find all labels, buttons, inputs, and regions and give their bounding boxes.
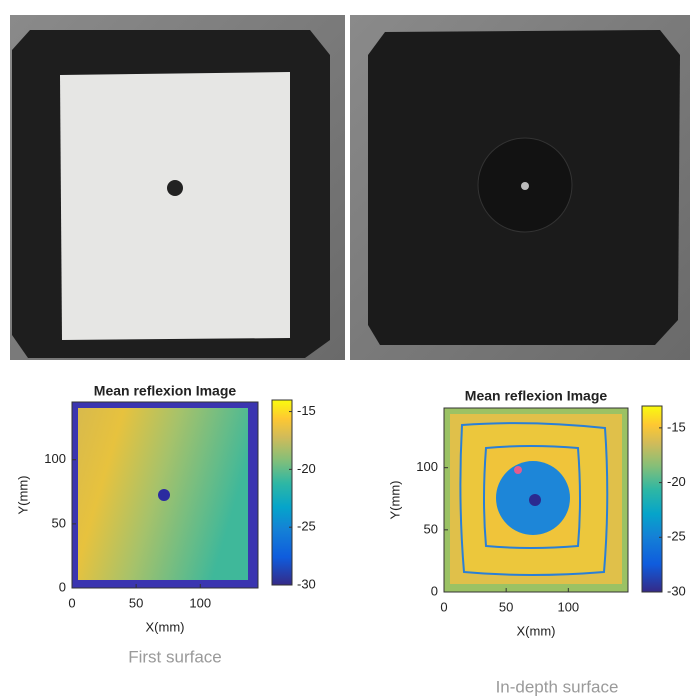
heatmap-image (444, 408, 628, 592)
colorbar-tick-label: -15 (297, 403, 316, 418)
colorbar-tick-label: -20 (297, 461, 316, 476)
colorbar-tick-label: -15 (667, 419, 686, 434)
photo-first-surface (10, 15, 345, 360)
colorbar-tick-label: -30 (297, 576, 316, 591)
y-tick-label: 0 (59, 579, 66, 594)
colorbar-tick-label: -25 (667, 529, 686, 544)
y-tick-label: 50 (52, 515, 66, 530)
x-tick-label: 0 (68, 595, 75, 610)
y-tick-label: 100 (416, 459, 438, 474)
photo-in-depth-surface (350, 15, 690, 360)
colorbar-tick-label: -20 (667, 474, 686, 489)
chart-title: Mean reflexion Image (465, 388, 608, 404)
colorbar-tick-label: -30 (667, 583, 686, 598)
y-tick-label: 50 (424, 521, 438, 536)
x-axis-label: X(mm) (517, 623, 556, 638)
x-tick-label: 50 (499, 599, 513, 614)
heatmap-image (72, 402, 258, 588)
y-axis-label: Y(mm) (387, 481, 402, 520)
y-tick-label: 0 (431, 583, 438, 598)
y-axis-label: Y(mm) (15, 476, 30, 515)
chart-title: Mean reflexion Image (94, 383, 237, 399)
caption: First surface (128, 647, 222, 666)
colorbar (271, 399, 293, 586)
caption: In-depth surface (496, 677, 619, 696)
axes-frame (443, 407, 629, 593)
x-tick-label: 0 (440, 599, 447, 614)
x-tick-label: 100 (189, 595, 211, 610)
y-tick-label: 100 (44, 451, 66, 466)
x-tick-label: 100 (557, 599, 579, 614)
x-tick-label: 50 (129, 595, 143, 610)
x-axis-label: X(mm) (146, 619, 185, 634)
axes-frame (71, 401, 259, 589)
colorbar-tick-label: -25 (297, 519, 316, 534)
colorbar (641, 405, 663, 593)
